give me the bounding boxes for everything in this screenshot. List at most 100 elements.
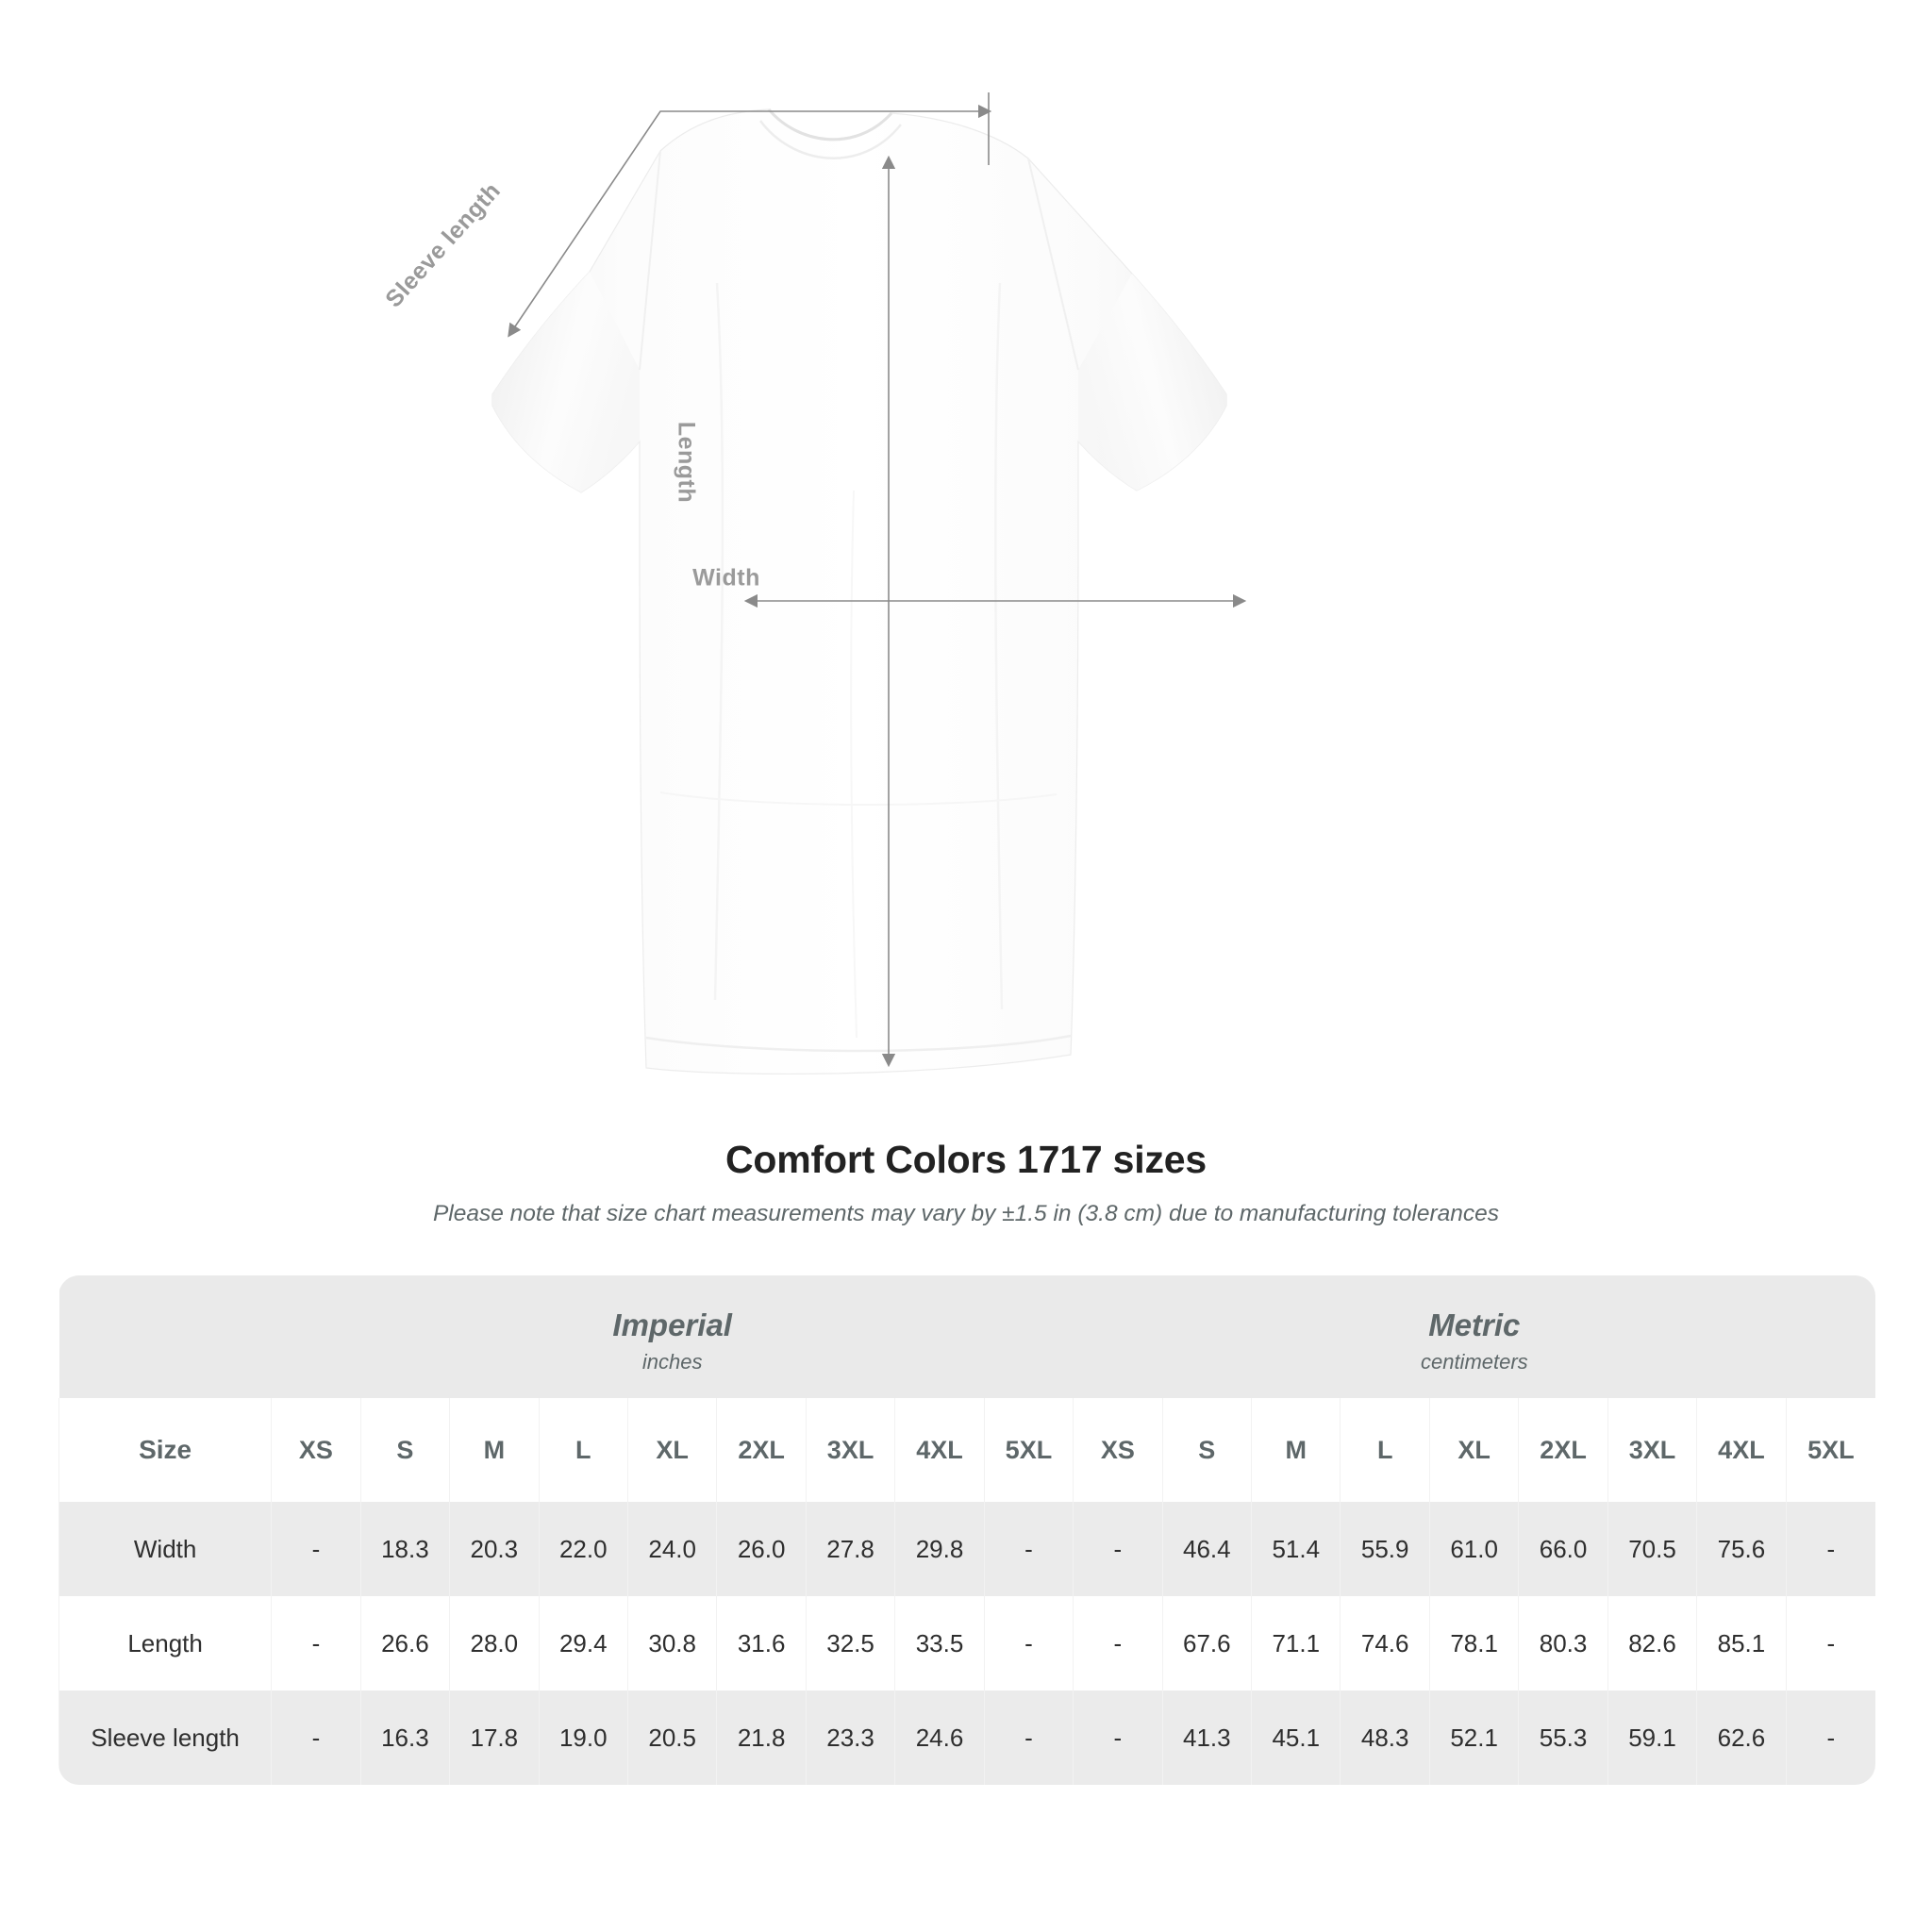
cell-sleeve-imperial-l: 19.0 bbox=[538, 1690, 628, 1785]
cell-length-imperial-xl: 30.8 bbox=[626, 1596, 717, 1690]
tolerance-note: Please note that size chart measurements… bbox=[432, 1201, 1500, 1226]
table-row: Width - 18.3 20.3 22.0 24.0 26.0 27.8 29… bbox=[58, 1502, 1875, 1596]
cell-sleeve-imperial-m: 17.8 bbox=[449, 1690, 540, 1785]
cell-width-imperial-m: 20.3 bbox=[449, 1502, 540, 1596]
cell-sleeve-metric-4xl: 62.6 bbox=[1696, 1690, 1787, 1785]
cell-width-imperial-xs: - bbox=[271, 1502, 361, 1596]
size-header-row: Size XS S M L XL 2XL 3XL 4XL 5XL XS S M … bbox=[58, 1398, 1875, 1502]
cell-sleeve-imperial-2xl: 21.8 bbox=[716, 1690, 807, 1785]
cell-length-imperial-2xl: 31.6 bbox=[716, 1596, 807, 1690]
cell-sleeve-imperial-s: 16.3 bbox=[359, 1690, 450, 1785]
size-col-metric-xs: XS bbox=[1073, 1398, 1163, 1502]
cell-width-metric-5xl: - bbox=[1785, 1502, 1875, 1596]
cell-length-metric-5xl: - bbox=[1785, 1596, 1875, 1690]
cell-sleeve-imperial-4xl: 24.6 bbox=[894, 1690, 985, 1785]
unit-metric-name: Metric bbox=[1428, 1307, 1521, 1342]
unit-metric-cell: Metric centimeters bbox=[1073, 1275, 1875, 1398]
cell-length-imperial-l: 29.4 bbox=[538, 1596, 628, 1690]
unit-metric-sub: centimeters bbox=[1420, 1349, 1528, 1374]
row-label-width: Width bbox=[58, 1502, 272, 1596]
size-col-imperial-s: S bbox=[359, 1398, 450, 1502]
cell-length-imperial-3xl: 32.5 bbox=[805, 1596, 895, 1690]
tshirt-diagram-svg bbox=[491, 92, 1247, 1075]
cell-width-metric-s: 46.4 bbox=[1161, 1502, 1252, 1596]
cell-width-metric-3xl: 70.5 bbox=[1607, 1502, 1697, 1596]
chart-caption: Comfort Colors 1717 sizes Please note th… bbox=[0, 1138, 1932, 1227]
cell-length-metric-2xl: 80.3 bbox=[1518, 1596, 1608, 1690]
cell-length-metric-l: 74.6 bbox=[1340, 1596, 1430, 1690]
size-col-metric-xl: XL bbox=[1428, 1398, 1519, 1502]
cell-sleeve-metric-s: 41.3 bbox=[1161, 1690, 1252, 1785]
unit-header-row: Imperial inches Metric centimeters bbox=[58, 1275, 1875, 1398]
size-col-metric-s: S bbox=[1161, 1398, 1252, 1502]
cell-width-imperial-3xl: 27.8 bbox=[805, 1502, 895, 1596]
cell-length-imperial-m: 28.0 bbox=[449, 1596, 540, 1690]
cell-width-metric-xs: - bbox=[1073, 1502, 1163, 1596]
cell-width-metric-m: 51.4 bbox=[1251, 1502, 1341, 1596]
size-col-imperial-3xl: 3XL bbox=[805, 1398, 895, 1502]
size-table-container: Imperial inches Metric centimeters Size … bbox=[58, 1275, 1875, 1785]
size-col-metric-3xl: 3XL bbox=[1607, 1398, 1697, 1502]
size-col-imperial-4xl: 4XL bbox=[894, 1398, 985, 1502]
cell-width-metric-4xl: 75.6 bbox=[1696, 1502, 1787, 1596]
cell-length-metric-3xl: 82.6 bbox=[1607, 1596, 1697, 1690]
size-col-metric-m: M bbox=[1251, 1398, 1341, 1502]
sleeve-length-arrow bbox=[508, 104, 992, 338]
cell-width-imperial-l: 22.0 bbox=[538, 1502, 628, 1596]
size-col-imperial-5xl: 5XL bbox=[983, 1398, 1074, 1502]
measurement-guides bbox=[508, 92, 1247, 1068]
unit-imperial-sub: inches bbox=[641, 1349, 703, 1374]
cell-length-imperial-xs: - bbox=[271, 1596, 361, 1690]
cell-width-imperial-5xl: - bbox=[983, 1502, 1074, 1596]
cell-sleeve-imperial-xl: 20.5 bbox=[626, 1690, 717, 1785]
cell-width-metric-xl: 61.0 bbox=[1428, 1502, 1519, 1596]
size-col-metric-5xl: 5XL bbox=[1785, 1398, 1875, 1502]
cell-length-metric-m: 71.1 bbox=[1251, 1596, 1341, 1690]
size-col-imperial-m: M bbox=[449, 1398, 540, 1502]
cell-sleeve-metric-2xl: 55.3 bbox=[1518, 1690, 1608, 1785]
cell-length-metric-4xl: 85.1 bbox=[1696, 1596, 1787, 1690]
cell-length-metric-s: 67.6 bbox=[1161, 1596, 1252, 1690]
table-row: Sleeve length - 16.3 17.8 19.0 20.5 21.8… bbox=[58, 1690, 1875, 1785]
cell-width-imperial-s: 18.3 bbox=[359, 1502, 450, 1596]
table-row: Length - 26.6 28.0 29.4 30.8 31.6 32.5 3… bbox=[58, 1596, 1875, 1690]
cell-length-metric-xs: - bbox=[1073, 1596, 1163, 1690]
size-table: Imperial inches Metric centimeters Size … bbox=[58, 1275, 1875, 1785]
cell-length-metric-xl: 78.1 bbox=[1428, 1596, 1519, 1690]
cell-length-imperial-s: 26.6 bbox=[359, 1596, 450, 1690]
cell-width-imperial-2xl: 26.0 bbox=[716, 1502, 807, 1596]
unit-imperial-cell: Imperial inches bbox=[271, 1275, 1074, 1398]
cell-width-imperial-xl: 24.0 bbox=[626, 1502, 717, 1596]
cell-sleeve-imperial-xs: - bbox=[271, 1690, 361, 1785]
cell-sleeve-imperial-3xl: 23.3 bbox=[805, 1690, 895, 1785]
size-header-label: Size bbox=[58, 1398, 272, 1502]
cell-sleeve-metric-m: 45.1 bbox=[1251, 1690, 1341, 1785]
unit-imperial-name: Imperial bbox=[612, 1307, 732, 1342]
cell-sleeve-imperial-5xl: - bbox=[983, 1690, 1074, 1785]
row-label-sleeve-length: Sleeve length bbox=[58, 1690, 272, 1785]
length-label: Length bbox=[673, 421, 700, 504]
size-col-metric-4xl: 4XL bbox=[1696, 1398, 1787, 1502]
cell-width-metric-2xl: 66.0 bbox=[1518, 1502, 1608, 1596]
tshirt-shape bbox=[491, 108, 1227, 1075]
cell-length-imperial-4xl: 33.5 bbox=[894, 1596, 985, 1690]
cell-width-metric-l: 55.9 bbox=[1340, 1502, 1430, 1596]
garment-illustration: Sleeve length Length Width bbox=[380, 92, 1247, 1075]
cell-sleeve-metric-3xl: 59.1 bbox=[1607, 1690, 1697, 1785]
size-col-imperial-xs: XS bbox=[271, 1398, 361, 1502]
size-col-metric-l: L bbox=[1340, 1398, 1430, 1502]
cell-width-imperial-4xl: 29.8 bbox=[894, 1502, 985, 1596]
cell-sleeve-metric-5xl: - bbox=[1785, 1690, 1875, 1785]
size-col-imperial-l: L bbox=[538, 1398, 628, 1502]
unit-spacer-cell bbox=[58, 1275, 272, 1398]
size-col-metric-2xl: 2XL bbox=[1518, 1398, 1608, 1502]
cell-sleeve-metric-xl: 52.1 bbox=[1428, 1690, 1519, 1785]
row-label-length: Length bbox=[58, 1596, 272, 1690]
size-col-imperial-2xl: 2XL bbox=[716, 1398, 807, 1502]
cell-sleeve-metric-xs: - bbox=[1073, 1690, 1163, 1785]
size-col-imperial-xl: XL bbox=[626, 1398, 717, 1502]
cell-length-imperial-5xl: - bbox=[983, 1596, 1074, 1690]
width-label: Width bbox=[692, 564, 760, 591]
page-title: Comfort Colors 1717 sizes bbox=[725, 1138, 1207, 1181]
